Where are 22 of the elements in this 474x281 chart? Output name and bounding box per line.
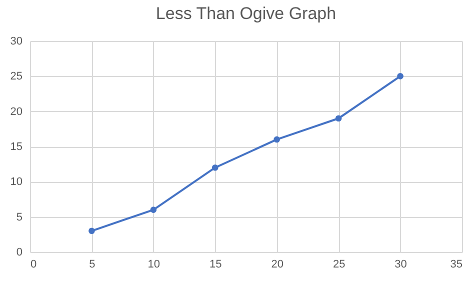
point <box>88 228 95 234</box>
x-tick-label: 30 <box>394 258 407 270</box>
y-tick-label: 0 <box>16 246 22 258</box>
x-tick-label: 0 <box>30 258 37 270</box>
x-tick-label: 20 <box>271 258 284 270</box>
x-tick-label: 5 <box>89 258 96 270</box>
point <box>274 136 280 143</box>
y-tick-label: 30 <box>10 36 22 48</box>
x-tick-label: 15 <box>210 258 222 270</box>
chart-title: Less Than Ogive Graph <box>156 4 336 23</box>
y-tick-label: 15 <box>10 141 22 153</box>
y-tick-label: 20 <box>10 106 22 118</box>
y-tick-label: 25 <box>10 70 22 83</box>
point <box>150 206 157 213</box>
x-tick-label: 25 <box>332 258 346 270</box>
point <box>335 115 342 122</box>
point <box>397 73 404 80</box>
y-tick-label: 5 <box>16 211 22 224</box>
x-tick-label: 10 <box>148 258 160 270</box>
y-tick-label: 10 <box>10 176 22 188</box>
x-tick-label: 35 <box>450 258 462 270</box>
point <box>212 164 218 171</box>
